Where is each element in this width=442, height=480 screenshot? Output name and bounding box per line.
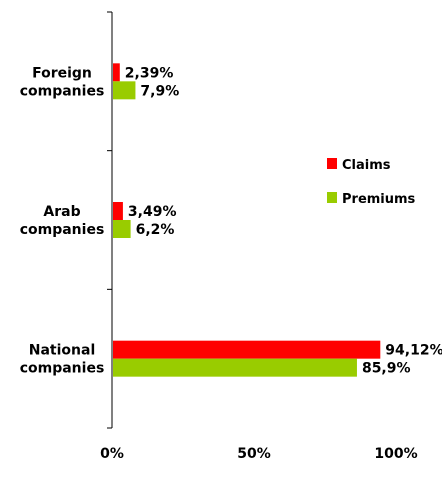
bar-claims	[113, 340, 381, 359]
data-label: 6,2%	[136, 222, 175, 238]
category-label: Foreign companies	[20, 65, 105, 99]
bar-premiums	[113, 220, 131, 238]
x-tick-label: 100%	[374, 446, 417, 462]
legend-label-claims: Claims	[342, 158, 391, 173]
legend-label-premiums: Premiums	[342, 192, 416, 207]
legend-swatch-premiums	[327, 192, 337, 203]
legend-swatch-claims	[327, 158, 337, 169]
data-label: 94,12%	[385, 343, 442, 359]
chart-labels: 0% 50% 100% Foreign companies 2,39% 7,9% Arab co…	[20, 65, 442, 462]
bar-claims	[113, 63, 120, 82]
category-label: National companies	[20, 343, 105, 377]
data-label: 85,9%	[362, 361, 411, 377]
x-tick-label: 0%	[100, 446, 124, 462]
category-label: Arab companies	[20, 204, 105, 238]
data-label: 2,39%	[125, 65, 174, 81]
data-label: 7,9%	[140, 83, 179, 99]
bar-claims	[113, 202, 123, 220]
bar-premiums	[113, 358, 357, 377]
x-tick-label: 50%	[237, 446, 271, 462]
chart-legend: Claims Premiums	[327, 158, 416, 207]
data-label: 3,49%	[128, 204, 177, 220]
bar-premiums	[113, 81, 136, 100]
chart-bars	[113, 63, 381, 377]
chart-axes	[107, 11, 113, 429]
